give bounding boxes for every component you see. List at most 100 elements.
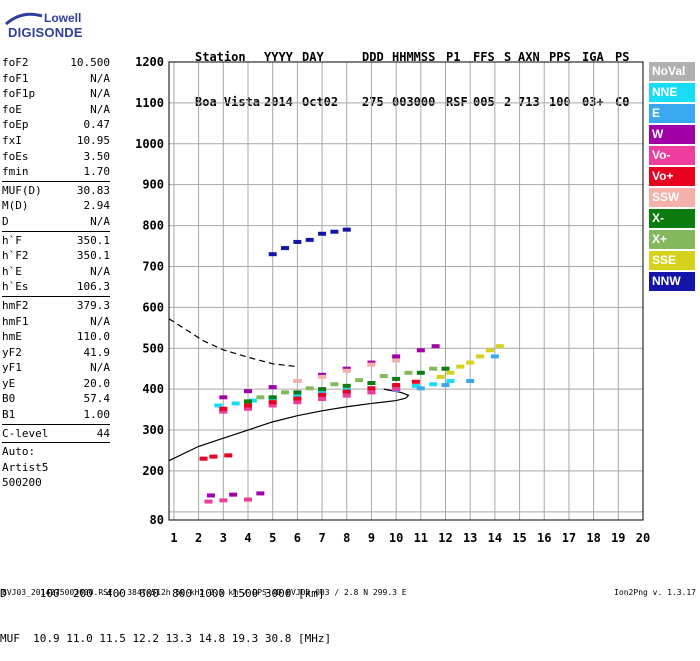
- file-info-footer: BVJ03_2014275003000.RSF / 384fx512h 50 k…: [2, 588, 407, 597]
- station-header: Station YYYY DAY DDD HHMMSS P1 FFS S AXN…: [195, 20, 629, 125]
- legend-item-vo: Vo-: [649, 146, 695, 165]
- header-values-row: Boa Vista 2014 Oct02 275 003000 RSF 005 …: [195, 95, 629, 110]
- echo-point-x: [392, 376, 401, 381]
- param-row: C-level 44: [2, 426, 110, 442]
- echo-point-e: [490, 354, 499, 359]
- echo-point-vo: [224, 453, 233, 458]
- extrapolated-profile-line: [168, 318, 298, 368]
- param-value: 10.500: [70, 56, 110, 69]
- x-tick-label: 8: [343, 531, 350, 545]
- echo-point-vo: [318, 392, 327, 397]
- param-name: foE: [2, 102, 22, 116]
- logo-line1: Lowell: [44, 11, 82, 25]
- echo-point-sse: [495, 344, 504, 349]
- x-tick-label: 19: [611, 531, 625, 545]
- param-row: hmF2 379.3: [2, 298, 110, 314]
- param-row: foF2 10.500: [2, 55, 110, 71]
- param-name: D: [2, 214, 9, 228]
- muf-frequency-row: MUF 10.9 11.0 11.5 12.2 13.3 14.8 19.3 3…: [0, 632, 332, 645]
- param-group-muf: MUF(D) 30.83 M(D) 2.94 D N/A: [2, 183, 110, 230]
- param-name: h`Es: [2, 280, 29, 294]
- param-value: 3.50: [83, 149, 111, 163]
- x-tick-label: 16: [537, 531, 551, 545]
- echo-point-nne: [411, 383, 420, 388]
- param-name: h`F2: [2, 249, 29, 263]
- x-tick-label: 15: [512, 531, 526, 545]
- param-group-profile: hmF2 379.3 hmF1 N/A hmE 110.0 yF2 41.9 yF1 N/A yE 2…: [2, 298, 110, 423]
- param-value: 41.9: [83, 345, 111, 359]
- echo-point-sse: [466, 360, 475, 365]
- param-value: 57.4: [83, 392, 111, 406]
- x-tick-label: 9: [368, 531, 375, 545]
- header-label: P1: [446, 50, 461, 64]
- echo-point-sse: [485, 348, 494, 353]
- y-tick-label: 80: [150, 513, 164, 527]
- echo-point-x: [330, 382, 339, 387]
- param-name: C-level: [2, 426, 49, 440]
- echo-point-x: [268, 395, 277, 400]
- muf-table: D 100 200 400 600 800 1000 1500 3000 [km…: [0, 556, 331, 661]
- echo-point-x: [256, 395, 265, 400]
- param-name: foF1p: [2, 87, 36, 101]
- echo-point-vo: [204, 499, 213, 504]
- param-name: MUF(D): [2, 183, 42, 197]
- param-value: 20.0: [83, 376, 111, 390]
- echo-point-ssw: [293, 378, 302, 383]
- echo-point-nnw: [342, 227, 351, 232]
- param-value: N/A: [90, 361, 110, 375]
- legend-item-w: W: [649, 125, 695, 144]
- param-row: h`Es 106.3: [2, 279, 110, 295]
- legend-item-e: E: [649, 104, 695, 123]
- x-tick-label: 14: [488, 531, 502, 545]
- autoscaling-info: Auto: Artist5 500200: [2, 444, 110, 491]
- header-value: Oct02: [302, 95, 339, 109]
- param-row: foF1p N/A: [2, 86, 110, 102]
- param-value: 110.0: [76, 330, 110, 344]
- param-row: foEp 0.47: [2, 117, 110, 133]
- y-tick-label: 600: [142, 300, 164, 314]
- x-tick-label: 18: [586, 531, 600, 545]
- echo-point-x: [429, 366, 438, 371]
- param-group-frequencies: foF2 10.500 foF1 N/A foF1p N/A foE N/A foEp 0.47 f…: [2, 55, 110, 180]
- x-tick-label: 7: [318, 531, 325, 545]
- param-value: 106.3: [76, 280, 110, 294]
- header-label: FFS: [473, 50, 495, 64]
- ionogram-plot: 1 2 3 4 5 6 7 8 9 10 11 12 13 14 15 16 17 18 19 20802003004…: [135, 55, 650, 545]
- param-value: 44: [96, 426, 110, 440]
- echo-point-nne: [318, 390, 327, 395]
- y-tick-label: 1100: [135, 96, 164, 110]
- param-name: foEp: [2, 118, 29, 132]
- echo-point-x: [379, 374, 388, 379]
- param-value: 379.3: [76, 298, 110, 312]
- x-tick-label: 20: [636, 531, 650, 545]
- y-tick-label: 500: [142, 341, 164, 355]
- param-row: hmE 110.0: [2, 329, 110, 345]
- echo-point-vo: [219, 409, 228, 414]
- legend-item-vo: Vo+: [649, 167, 695, 186]
- echo-point-nnw: [268, 252, 277, 257]
- param-row: hmF1 N/A: [2, 314, 110, 330]
- param-name: h`E: [2, 264, 22, 278]
- param-name: yE: [2, 376, 16, 390]
- legend-item-x: X-: [649, 209, 695, 228]
- echo-point-x: [404, 370, 413, 375]
- echo-point-vo: [342, 393, 351, 398]
- y-tick-label: 900: [142, 178, 164, 192]
- param-name: foF1: [2, 71, 29, 85]
- echo-point-vo: [268, 403, 277, 408]
- x-tick-label: 10: [389, 531, 403, 545]
- echo-point-vo: [219, 406, 228, 411]
- echo-point-w: [268, 385, 277, 390]
- echo-point-w: [367, 360, 376, 365]
- y-tick-label: 800: [142, 219, 164, 233]
- scaled-parameters-panel: foF2 10.500 foF1 N/A foF1p N/A foE N/A foEp 0.47 f…: [2, 55, 110, 491]
- echo-point-w: [206, 493, 215, 498]
- echo-point-nne: [248, 398, 257, 403]
- echo-point-ssw: [367, 362, 376, 367]
- param-value: 0.47: [83, 118, 111, 132]
- header-value: 275: [362, 95, 384, 109]
- echo-point-vo: [244, 406, 252, 411]
- param-value: N/A: [90, 71, 110, 85]
- echo-point-e: [441, 383, 450, 388]
- param-name: foEs: [2, 149, 29, 163]
